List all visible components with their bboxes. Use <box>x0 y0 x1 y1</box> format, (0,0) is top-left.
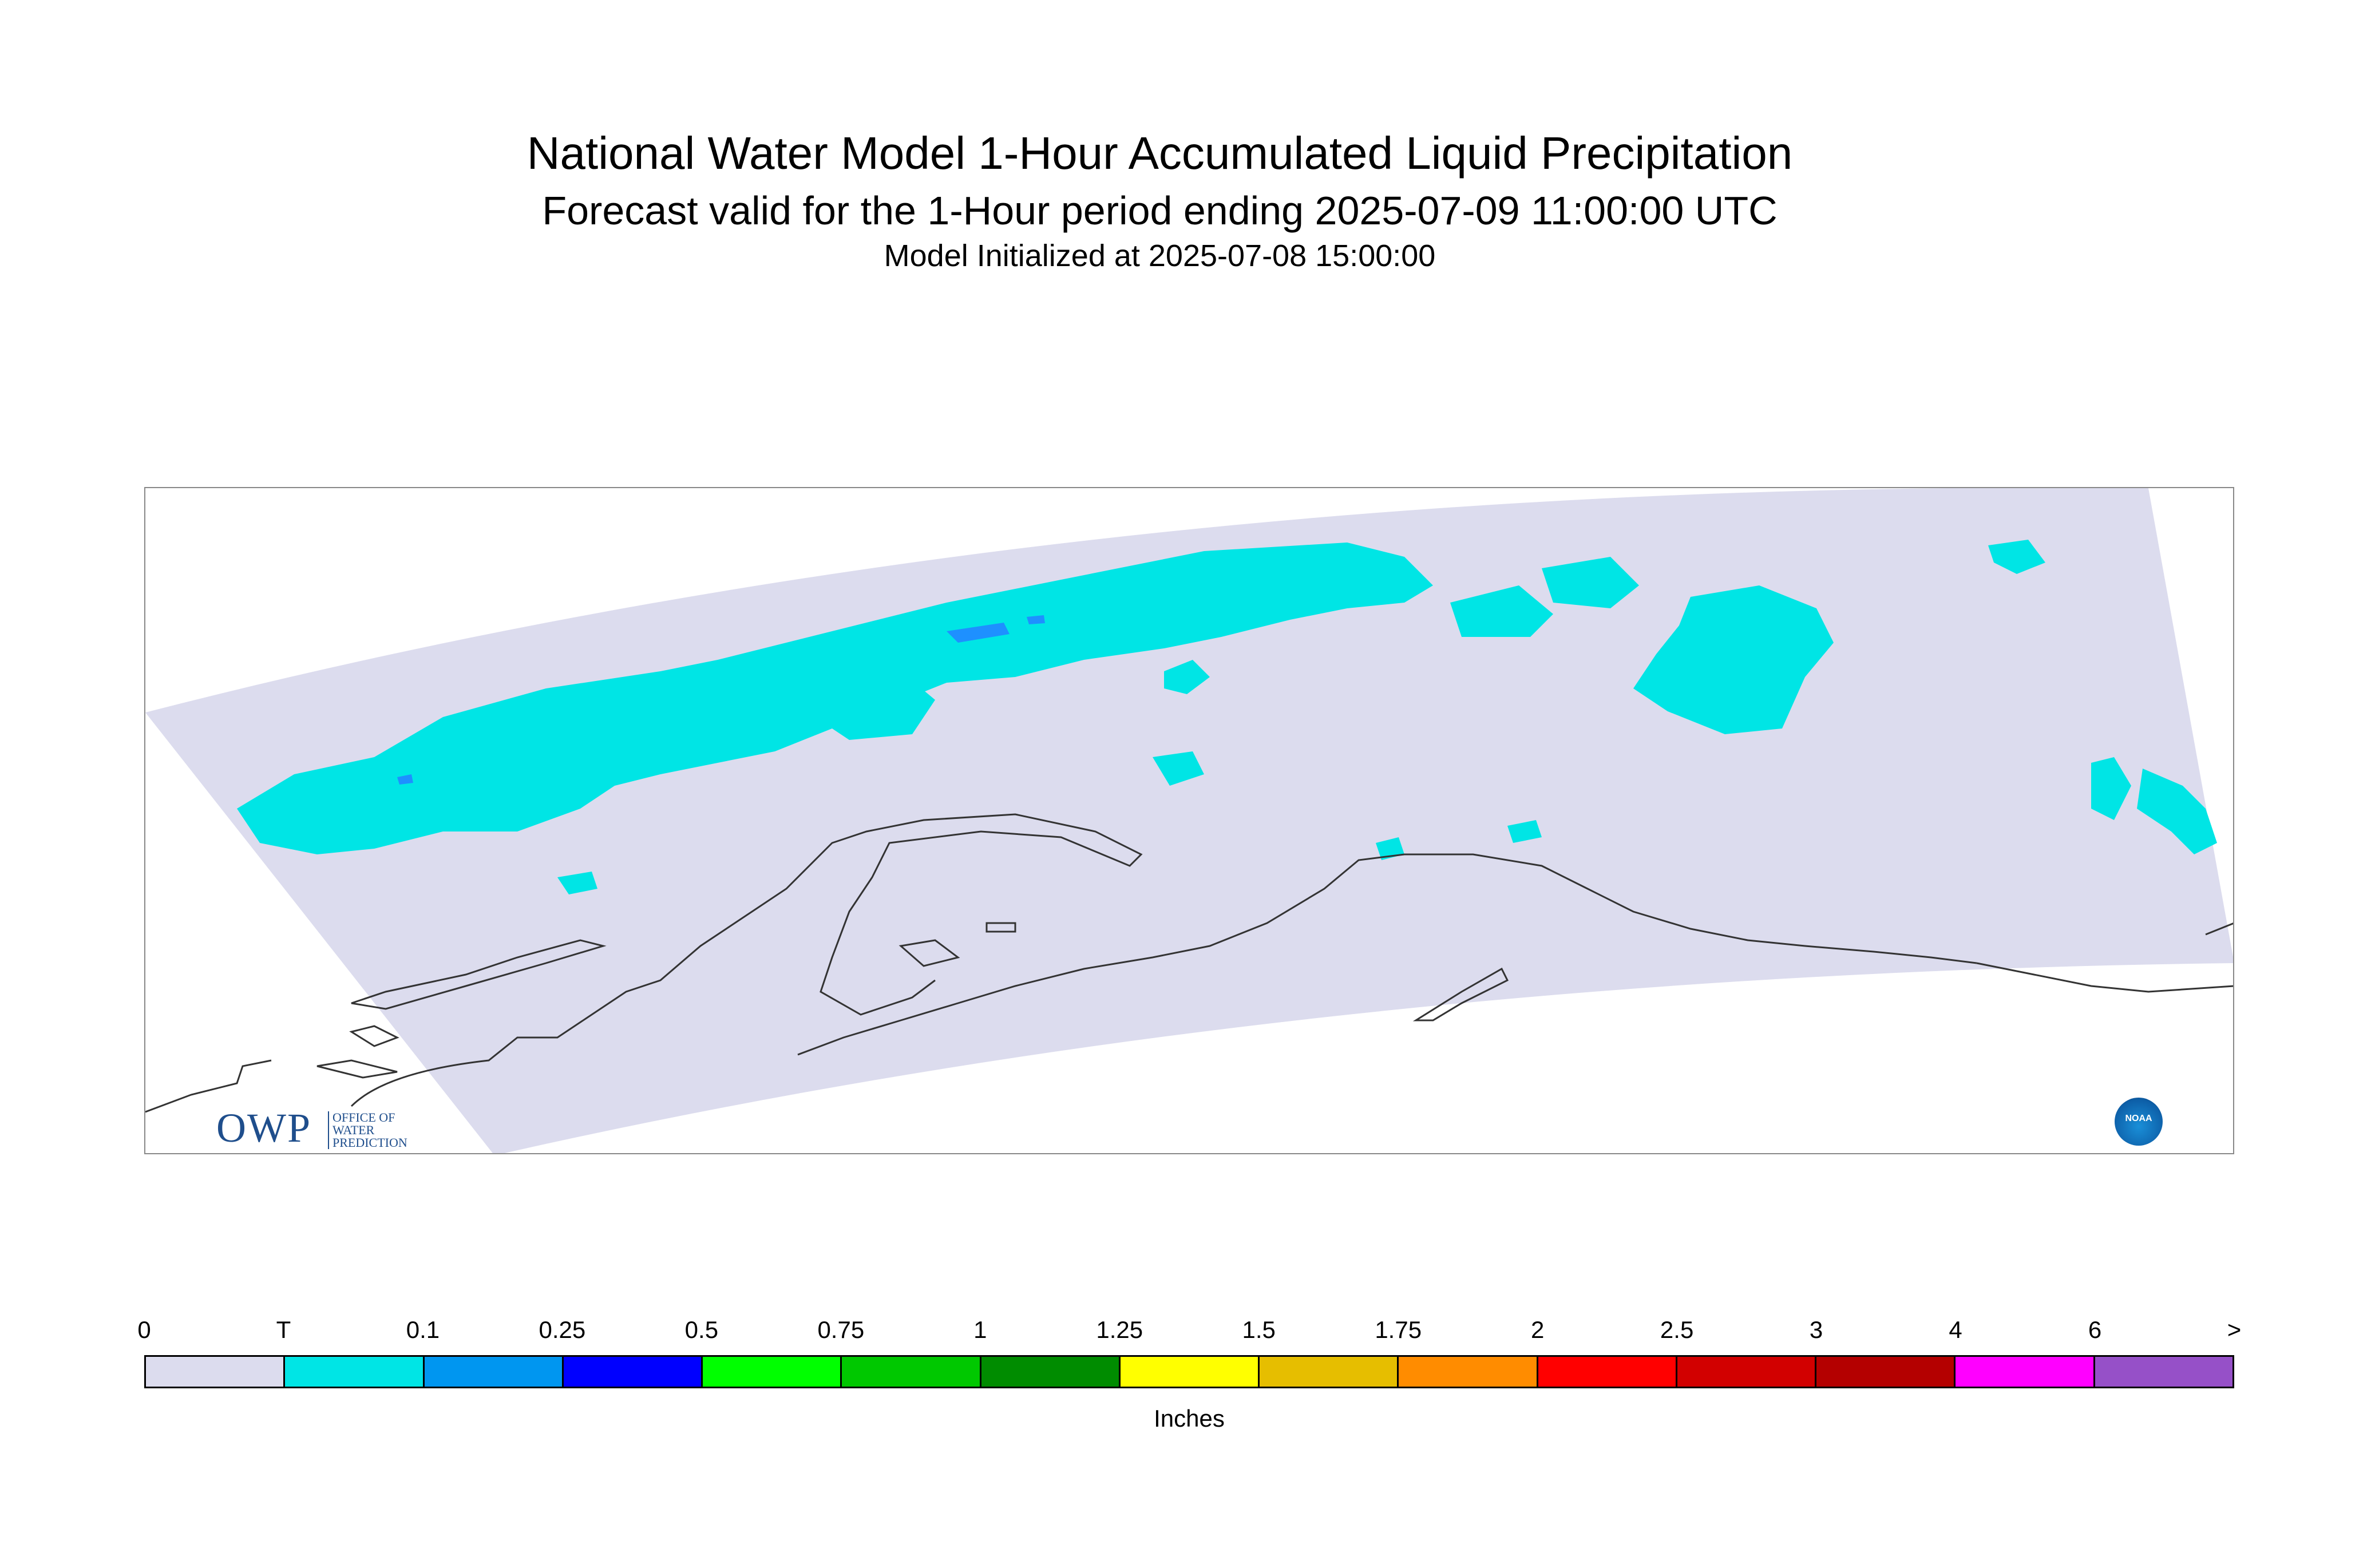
precip-areas <box>237 540 2217 894</box>
legend-tick-label: 0 <box>137 1316 151 1343</box>
init-subtitle: Model Initialized at 2025-07-08 15:00:00 <box>884 239 1436 273</box>
forecast-subtitle: Forecast valid for the 1-Hour period end… <box>542 188 1778 233</box>
legend-swatch <box>1120 1357 1260 1387</box>
legend-tick-label: 0.1 <box>406 1316 440 1343</box>
coastlines <box>145 813 2233 1113</box>
legend-tick-label: T <box>276 1316 291 1343</box>
precip-area <box>1153 751 1204 786</box>
legend-tick-label: 4 <box>1949 1316 1962 1343</box>
precip-area <box>1988 540 2045 574</box>
precip-area <box>1376 837 1404 860</box>
legend-units: Inches <box>1154 1405 1225 1432</box>
legend-swatch <box>424 1357 564 1387</box>
legend-tick-label: 0.5 <box>684 1316 719 1343</box>
colorbar <box>144 1355 2234 1388</box>
legend-tick-label: 3 <box>1809 1316 1823 1343</box>
legend-swatch <box>285 1357 425 1387</box>
coastline <box>985 922 1016 933</box>
legend-swatch <box>2095 1357 2232 1387</box>
map-title: National Water Model 1-Hour Accumulated … <box>527 128 1793 179</box>
coastline <box>316 1059 398 1079</box>
legend-tick-label: 2.5 <box>1660 1316 1694 1343</box>
legend-tick-label: 1.75 <box>1375 1316 1422 1343</box>
coastline <box>797 853 1977 1056</box>
owp-logo-mark: OWP <box>216 1105 311 1151</box>
legend-swatch <box>981 1357 1121 1387</box>
legend-tick-label: 6 <box>2088 1316 2102 1343</box>
legend-swatch <box>1956 1357 2095 1387</box>
coastline <box>2205 922 2233 936</box>
coastline <box>1976 962 2233 993</box>
legend-tick-label: 0.25 <box>539 1316 586 1343</box>
precip-area <box>1542 557 1639 608</box>
legend-swatch <box>1816 1357 1956 1387</box>
owp-logo-text: OFFICE OF WATER PREDICTION <box>328 1111 407 1149</box>
coastline <box>145 1059 272 1113</box>
precip-area <box>1164 660 1210 694</box>
legend-swatch <box>146 1357 286 1387</box>
legend-tick-label: > <box>2227 1316 2242 1343</box>
precip-area <box>815 671 935 740</box>
legend-tick-label: 1.25 <box>1096 1316 1143 1343</box>
precip-area <box>557 872 597 894</box>
coastline <box>350 813 1143 1107</box>
legend-swatch <box>563 1357 703 1387</box>
legend-swatch <box>703 1357 842 1387</box>
precip-area <box>2137 769 2217 854</box>
legend-tick-label: 1.5 <box>1242 1316 1276 1343</box>
coastline <box>1412 967 1509 1021</box>
precip-area <box>1633 585 1834 734</box>
coastline <box>898 939 960 967</box>
heavier-precip <box>397 615 1045 785</box>
coastline <box>349 1025 399 1047</box>
coastline <box>351 939 607 1010</box>
heavier-cell <box>947 623 1010 643</box>
noaa-logo-text: NOAA <box>2125 1114 2152 1123</box>
legend-tick-label: 0.75 <box>817 1316 865 1343</box>
legend-swatch <box>1677 1357 1817 1387</box>
noaa-logo: NOAA <box>2115 1098 2163 1146</box>
precip-area <box>1507 820 1542 843</box>
precip-area <box>1450 585 1553 637</box>
legend-swatch <box>842 1357 981 1387</box>
precip-area <box>2091 757 2131 820</box>
legend-swatch <box>1399 1357 1538 1387</box>
map-panel <box>144 487 2234 1154</box>
heavier-cell <box>1027 615 1045 624</box>
legend-swatch <box>1260 1357 1399 1387</box>
heavier-cell <box>397 774 413 785</box>
legend-swatch <box>1538 1357 1677 1387</box>
legend-tick-label: 2 <box>1530 1316 1545 1343</box>
precipitation-map <box>145 488 2233 1153</box>
legend-tick-label: 1 <box>973 1316 987 1343</box>
